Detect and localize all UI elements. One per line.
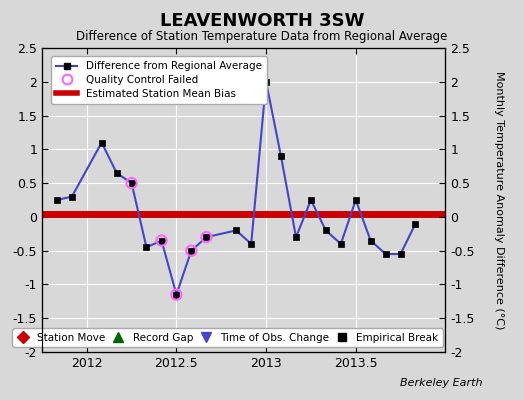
Point	[157, 237, 166, 244]
Point	[127, 180, 136, 186]
Point	[187, 248, 195, 254]
Legend: Station Move, Record Gap, Time of Obs. Change, Empirical Break: Station Move, Record Gap, Time of Obs. C…	[13, 328, 443, 347]
Point	[172, 291, 181, 298]
Text: Difference of Station Temperature Data from Regional Average: Difference of Station Temperature Data f…	[77, 30, 447, 43]
Text: LEAVENWORTH 3SW: LEAVENWORTH 3SW	[160, 12, 364, 30]
Y-axis label: Monthly Temperature Anomaly Difference (°C): Monthly Temperature Anomaly Difference (…	[494, 71, 504, 329]
Point	[202, 234, 211, 240]
Text: Berkeley Earth: Berkeley Earth	[400, 378, 482, 388]
